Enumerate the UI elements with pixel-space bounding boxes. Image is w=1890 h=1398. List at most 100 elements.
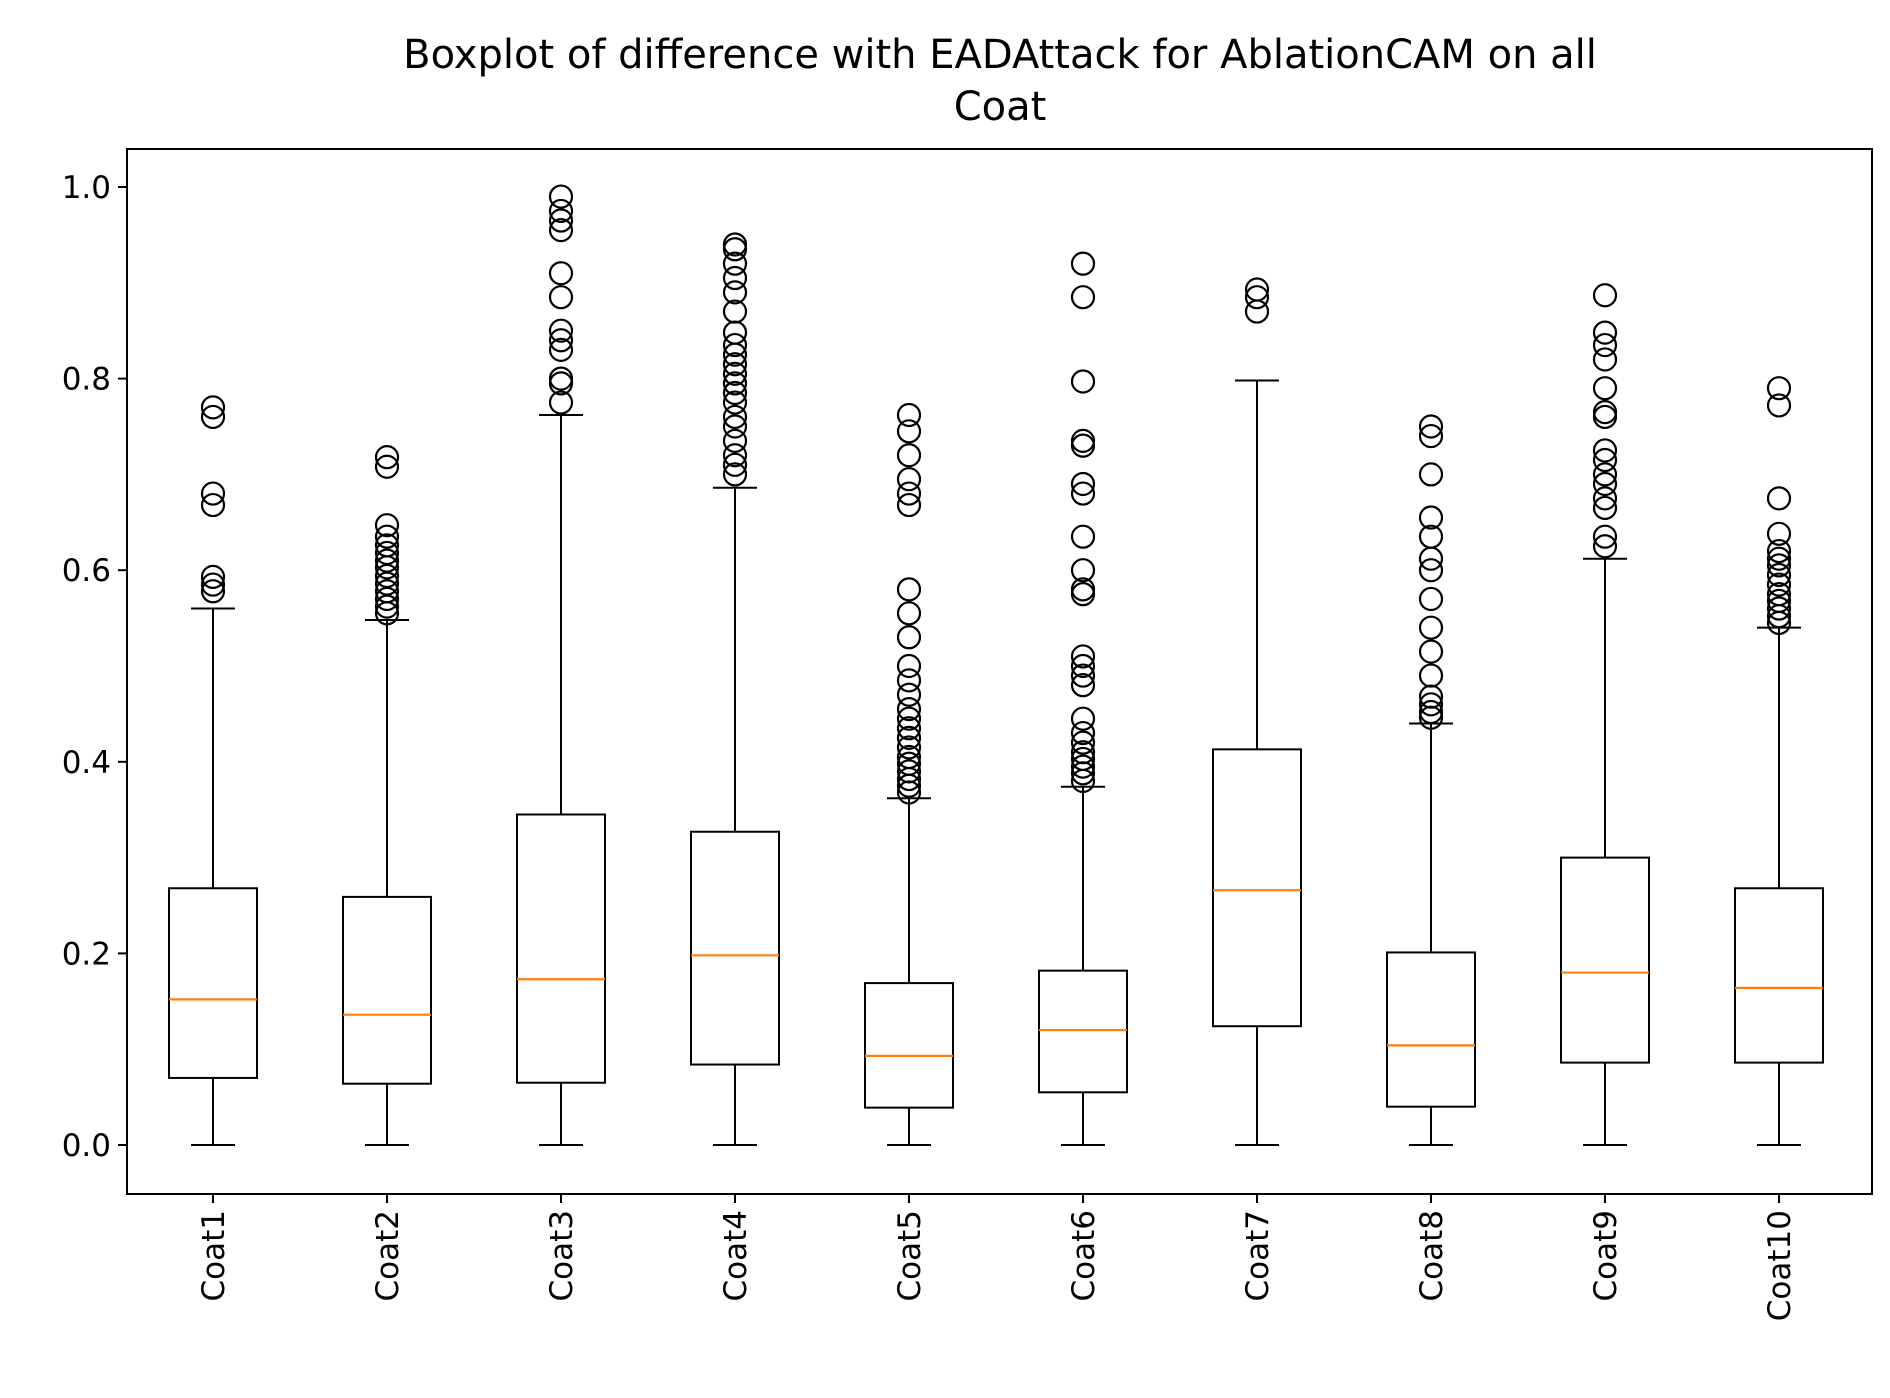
outlier-point-8-13: [1418, 462, 1444, 487]
outlier-point-4-13: [722, 332, 748, 358]
outlier-point-6-3: [1070, 754, 1096, 779]
outlier-point-6-12: [1070, 644, 1096, 669]
box-group-coat10: [1734, 376, 1824, 1146]
outlier-point-8-11: [1418, 524, 1444, 549]
plot-frame: [126, 148, 1873, 1195]
outlier-point-2-4: [374, 579, 400, 604]
outlier-point-4-20: [722, 232, 748, 257]
outlier-point-5-17: [896, 577, 922, 602]
outlier-point-5-22: [896, 419, 922, 444]
box-group-coat2: [342, 445, 432, 1146]
outlier-point-8-12: [1418, 505, 1444, 530]
outlier-point-5-12: [896, 682, 922, 707]
outlier-point-5-15: [896, 625, 922, 650]
outlier-point-5-11: [896, 697, 922, 722]
outlier-point-5-20: [896, 467, 922, 492]
outlier-point-6-15: [1070, 558, 1096, 583]
outlier-point-5-19: [896, 481, 922, 506]
outlier-point-10-6: [1766, 572, 1792, 597]
box-8: [1386, 951, 1476, 1108]
box-10: [1734, 887, 1824, 1064]
outlier-point-3-6: [548, 318, 574, 343]
outlier-point-1-7: [200, 395, 226, 420]
outlier-point-9-2: [1592, 524, 1618, 549]
x-tick-label-coat4: Coat4: [718, 1210, 754, 1302]
outlier-point-3-5: [548, 328, 574, 353]
outlier-point-4-2: [722, 452, 748, 477]
outlier-point-6-10: [1070, 663, 1096, 688]
outlier-point-4-11: [722, 352, 748, 377]
outlier-point-8-7: [1418, 615, 1444, 640]
y-tick-label-4: 0.8: [62, 362, 111, 398]
outlier-point-10-9: [1766, 546, 1792, 571]
outlier-point-3-10: [548, 208, 574, 233]
outlier-point-9-8: [1592, 438, 1618, 463]
outlier-point-6-19: [1070, 433, 1096, 458]
outlier-point-5-14: [896, 653, 922, 679]
outlier-point-7-2: [1244, 285, 1270, 310]
outlier-point-1-5: [200, 481, 226, 506]
outlier-point-3-9: [548, 218, 574, 243]
outlier-point-6-4: [1070, 746, 1096, 772]
outlier-point-5-7: [896, 735, 922, 760]
outlier-point-3-11: [548, 198, 574, 224]
outlier-point-6-17: [1070, 481, 1096, 506]
outlier-point-6-9: [1070, 673, 1096, 698]
outlier-point-9-5: [1592, 471, 1618, 497]
outlier-point-5-13: [896, 668, 922, 693]
outlier-point-6-5: [1070, 740, 1096, 765]
box-group-coat7: [1212, 277, 1302, 1146]
outlier-point-10-5: [1766, 582, 1792, 607]
outlier-point-10-7: [1766, 562, 1792, 588]
outlier-point-2-9: [374, 540, 400, 566]
outlier-point-6-7: [1070, 720, 1096, 746]
outlier-point-6-23: [1070, 251, 1096, 276]
outlier-point-3-7: [548, 285, 574, 310]
outlier-point-10-4: [1766, 588, 1792, 613]
outlier-point-9-9: [1592, 404, 1618, 430]
outlier-point-10-11: [1766, 521, 1792, 546]
outlier-point-6-21: [1070, 369, 1096, 394]
outlier-point-4-16: [722, 280, 748, 305]
outlier-point-4-1: [722, 462, 748, 487]
x-tick-label-coat7: Coat7: [1240, 1210, 1276, 1302]
outlier-point-4-14: [722, 320, 748, 345]
y-tick-label-2: 0.4: [62, 745, 111, 781]
outlier-point-4-4: [722, 428, 748, 453]
x-tick-label-coat9: Coat9: [1588, 1210, 1624, 1302]
chart-title-line-2: Coat: [954, 84, 1047, 130]
x-tick-label-coat1: Coat1: [196, 1210, 232, 1302]
box-group-coat4: [690, 232, 780, 1146]
outlier-point-5-18: [896, 492, 922, 518]
outlier-point-4-3: [722, 443, 748, 468]
chart-title-line-1: Boxplot of difference with EADAttack for…: [403, 32, 1597, 78]
plot-area: [168, 184, 1824, 1146]
outlier-point-10-10: [1766, 538, 1792, 564]
axes: 0.0 0.2 0.4 0.6 0.8 1.0 Coat1 Coat2 Coat3 Coat4 Co…: [62, 170, 1798, 1321]
outlier-point-6-20: [1070, 428, 1096, 453]
outlier-point-3-12: [548, 184, 574, 209]
outlier-point-4-19: [722, 237, 748, 262]
y-tick-label-5: 1.0: [62, 170, 111, 206]
outlier-point-9-4: [1592, 486, 1618, 511]
outlier-point-4-15: [722, 299, 748, 324]
box-5: [864, 982, 954, 1109]
x-tick-label-coat5: Coat5: [892, 1210, 928, 1302]
x-tick-label-coat6: Coat6: [1066, 1210, 1102, 1302]
outlier-point-8-5: [1418, 663, 1444, 688]
outlier-point-4-10: [722, 361, 748, 386]
box-9: [1560, 856, 1650, 1064]
outlier-point-4-17: [722, 265, 748, 291]
outlier-point-6-6: [1070, 730, 1096, 755]
outlier-point-8-8: [1418, 586, 1444, 612]
outlier-point-10-12: [1766, 486, 1792, 511]
outlier-point-9-10: [1592, 400, 1618, 425]
x-tick-label-coat10: Coat10: [1762, 1210, 1798, 1321]
box-group-coat6: [1038, 251, 1128, 1146]
outlier-point-8-2: [1418, 699, 1444, 725]
outlier-point-1-2: [200, 572, 226, 597]
outlier-point-10-3: [1766, 596, 1792, 621]
box-group-coat1: [168, 395, 258, 1146]
outlier-point-5-8: [896, 725, 922, 750]
box-group-coat3: [516, 184, 606, 1146]
